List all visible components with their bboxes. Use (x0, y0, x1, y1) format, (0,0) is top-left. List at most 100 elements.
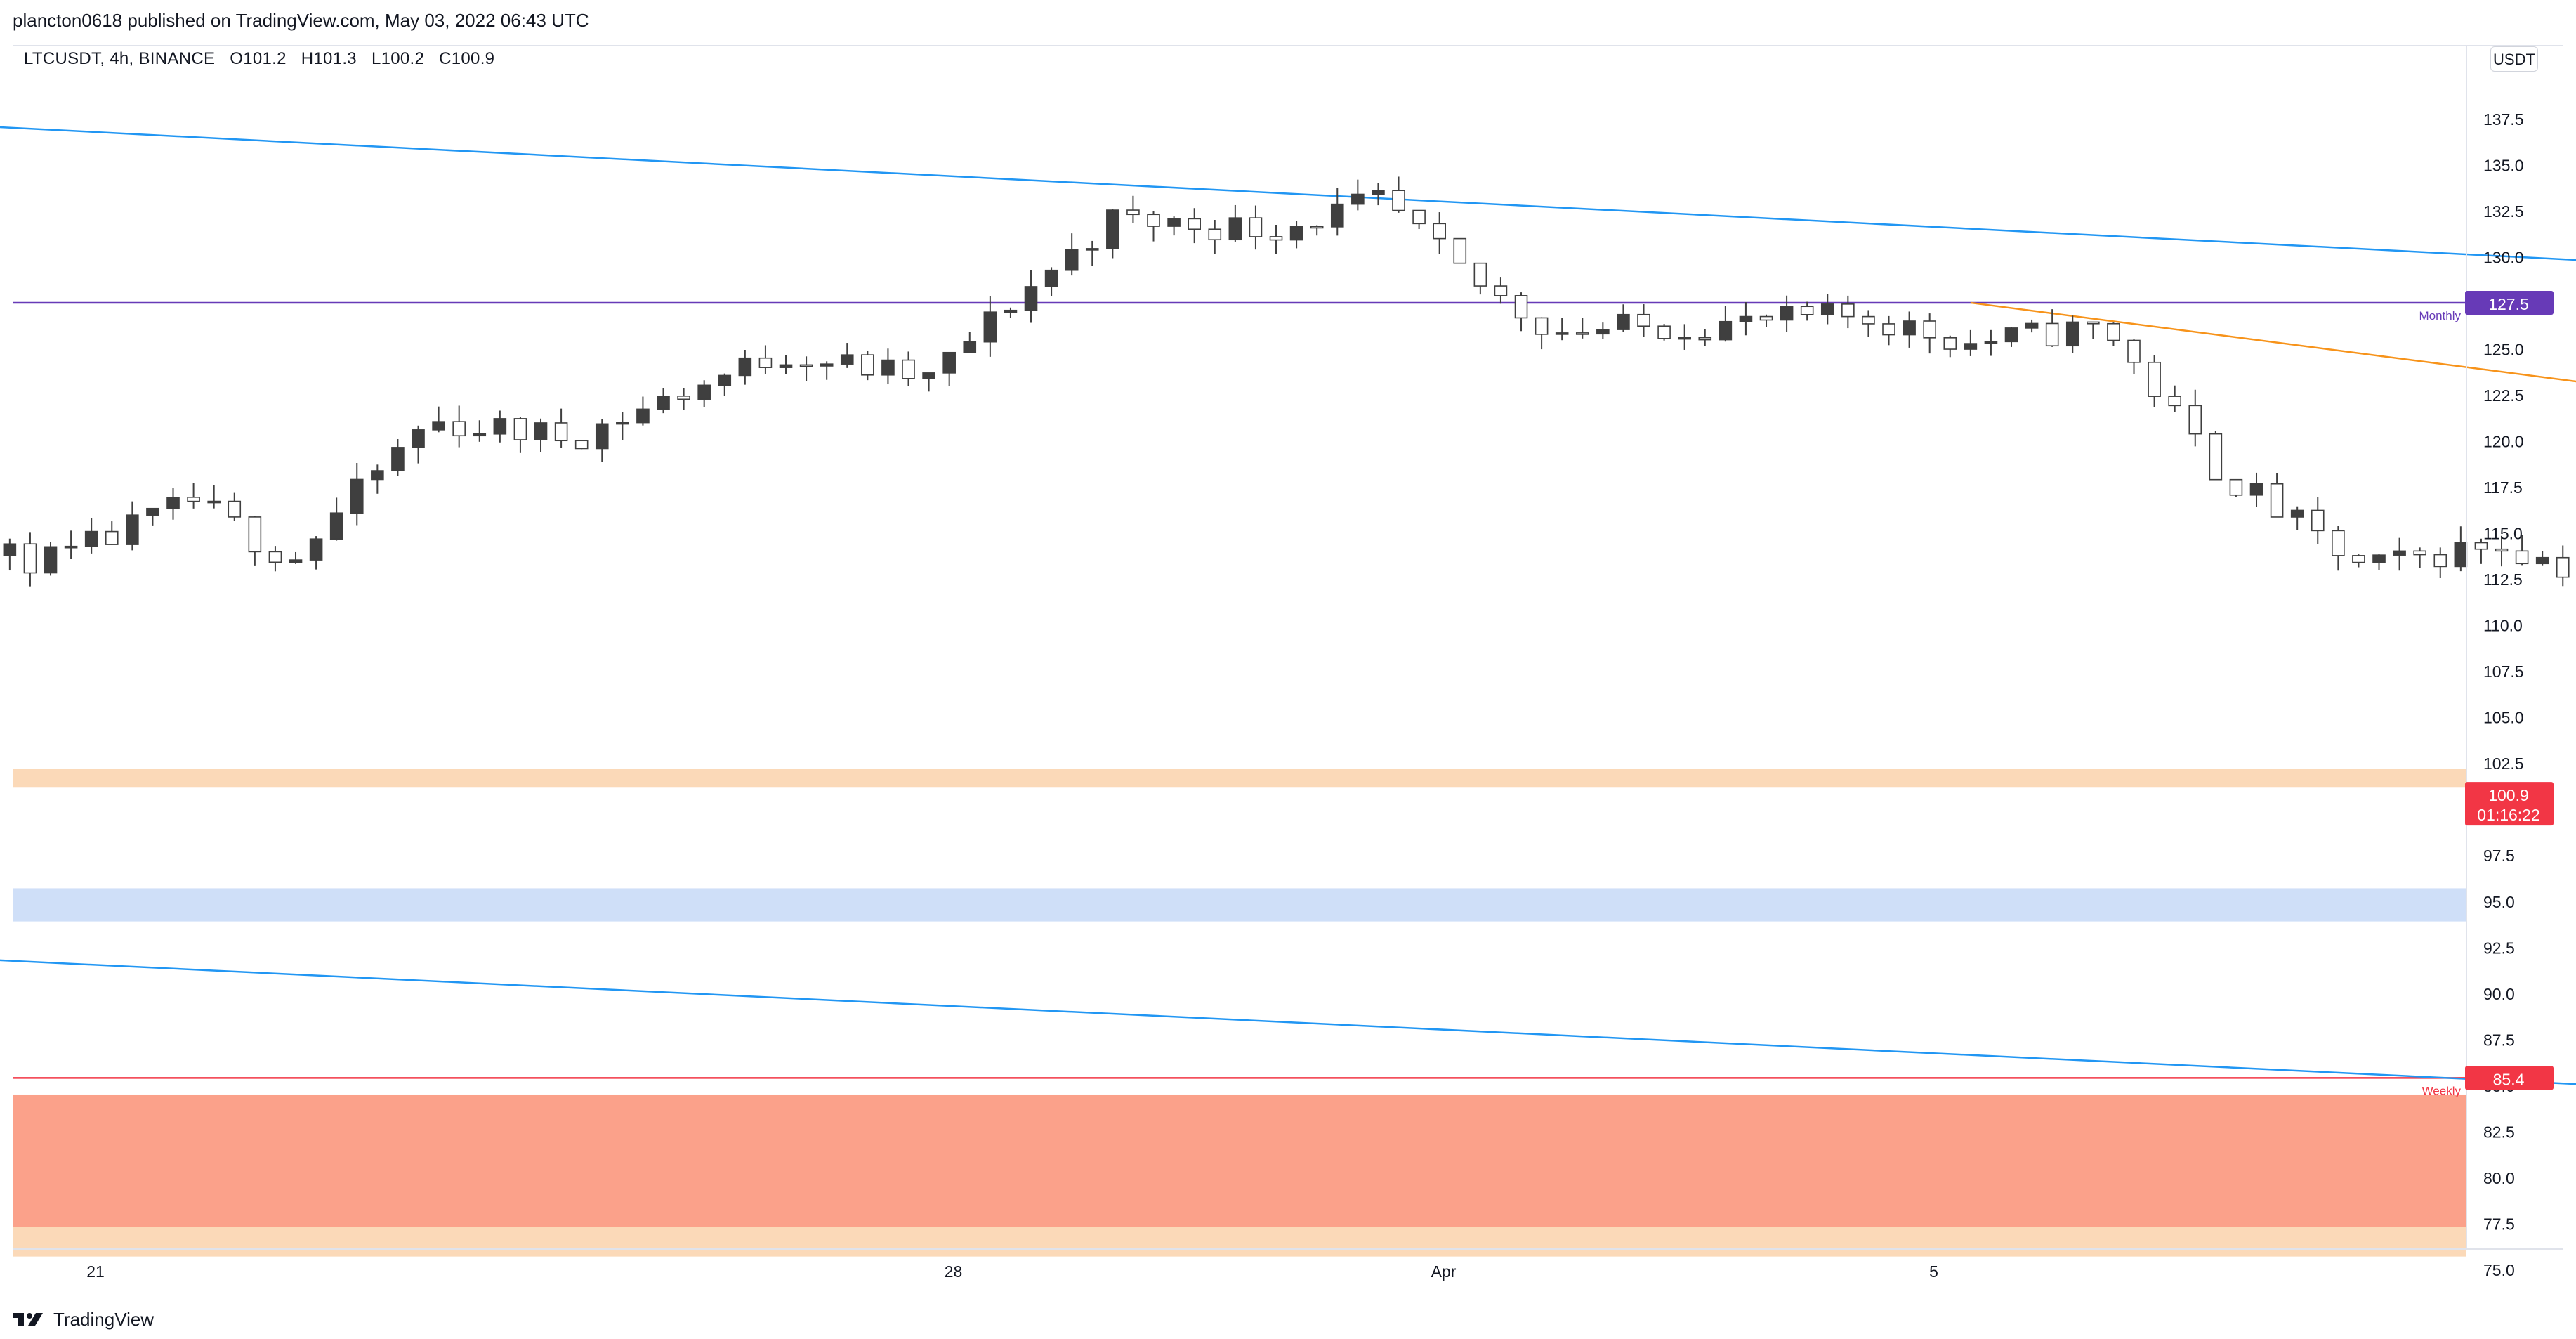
candle-body (23, 543, 37, 574)
candle-body (1412, 209, 1426, 225)
candle-body (758, 357, 773, 368)
price-tick-label: 112.5 (2483, 570, 2523, 589)
price-tick-label: 125.0 (2483, 340, 2524, 358)
price-tick-label: 102.5 (2483, 755, 2524, 773)
price-tick-label: 80.0 (2483, 1169, 2515, 1187)
candle-body (1617, 313, 1630, 330)
candle-body (1167, 218, 1181, 227)
price-tick-label: 132.5 (2483, 202, 2524, 221)
symbol-label: LTCUSDT, 4h, BINANCE (24, 49, 216, 68)
candle-body (1330, 203, 1344, 228)
candle-body (268, 551, 282, 563)
candle-body (1126, 209, 1140, 216)
time-axis[interactable]: 2128Apr5111825May59162327Jun6 (13, 1248, 2576, 1281)
tradingview-logo-icon (13, 1313, 43, 1326)
candle-body (1372, 190, 1385, 195)
trendline-channel-lower (0, 959, 2576, 1085)
candle-body (1903, 320, 1916, 336)
zone-orange (13, 769, 2466, 788)
candle-body (1514, 295, 1528, 319)
tradingview-footer[interactable]: TradingView (13, 1305, 154, 1333)
candle-body (2065, 321, 2079, 347)
candle-body (2127, 339, 2141, 363)
time-tick-label: 28 (945, 1262, 963, 1281)
candle-body (2229, 478, 2243, 496)
candle-body (309, 538, 323, 561)
candle-body (2045, 322, 2059, 347)
candle-body (44, 546, 58, 574)
candle-body (1473, 262, 1487, 287)
candle-body (228, 500, 242, 518)
trendline-wedge-upper (1970, 301, 2576, 383)
candle-body (2290, 509, 2304, 518)
candle-body (616, 422, 629, 425)
candle-body (105, 530, 119, 545)
candle-body (1698, 337, 1712, 341)
candle-body (2311, 509, 2325, 532)
candle-body (1004, 309, 1018, 313)
candle-body (2393, 550, 2406, 556)
last-price-badge (2465, 782, 2554, 826)
published-by-text: plancton0618 published on TradingView.co… (13, 10, 589, 31)
candle-body (64, 545, 78, 549)
candle-body (2372, 554, 2386, 563)
symbol-legend: LTCUSDT, 4h, BINANCE O101.2 H101.3 L100.… (24, 49, 504, 69)
price-axis[interactable]: 137.5135.0132.5130.0127.5125.0122.5120.0… (2466, 45, 2524, 1279)
candle-body (1024, 286, 1038, 311)
candle-body (1453, 237, 1467, 264)
candle-body (1882, 323, 1895, 336)
chart-frame[interactable] (13, 45, 2563, 1295)
zone-orange (13, 1227, 2466, 1257)
candle-body (248, 516, 262, 553)
candle-body (902, 359, 915, 379)
candle-body (1433, 223, 1446, 240)
candle-body (2188, 405, 2202, 435)
price-tick-label: 135.0 (2483, 156, 2524, 174)
candle-body (595, 423, 609, 450)
level-price-badge-text: 127.5 (2488, 295, 2529, 313)
tradingview-wordmark: TradingView (53, 1308, 155, 1330)
candle-body (1392, 190, 1405, 211)
candle-body (329, 512, 343, 540)
candle-body (1228, 217, 1242, 241)
candle-body (2413, 550, 2426, 556)
candle-body (2209, 433, 2223, 481)
candle-body (432, 421, 445, 431)
zone-red (13, 1094, 2466, 1227)
candle-body (1719, 320, 1733, 341)
candle-body (738, 357, 752, 377)
candle-body (534, 422, 548, 440)
candle-body (513, 418, 527, 440)
candle-body (2249, 483, 2263, 496)
candle-body (2433, 554, 2447, 568)
candle-body (3, 543, 17, 556)
candle-body (983, 311, 997, 343)
candle-body (963, 341, 977, 353)
price-tick-label: 82.5 (2483, 1123, 2515, 1141)
level-label-weekly: Weekly (2422, 1084, 2462, 1097)
candle-body (922, 372, 935, 379)
low-value: L100.2 (371, 49, 425, 68)
candle-body (1678, 337, 1691, 340)
level-price-badge (2465, 1066, 2554, 1090)
price-tick-label: 110.0 (2483, 617, 2523, 635)
zone-blue (13, 888, 2466, 922)
price-tick-label: 97.5 (2483, 847, 2515, 865)
trendlines-layer[interactable] (0, 113, 2576, 1269)
candle-body (493, 418, 507, 435)
price-tick-label: 120.0 (2483, 433, 2524, 451)
candle-body (1575, 332, 1589, 335)
candle-body (391, 447, 405, 471)
price-tick-label: 90.0 (2483, 985, 2515, 1003)
price-tick-label: 117.5 (2483, 478, 2523, 497)
candle-body (187, 496, 200, 502)
candle-body (881, 359, 895, 376)
candle-body (2454, 542, 2468, 568)
candle-body (1923, 320, 1936, 339)
high-value: H101.3 (301, 49, 357, 68)
currency-selector[interactable]: USDT (2490, 46, 2538, 72)
candle-body (126, 514, 139, 545)
candle-body (2107, 322, 2120, 341)
last-price-badge-text: 100.9 (2488, 786, 2529, 804)
